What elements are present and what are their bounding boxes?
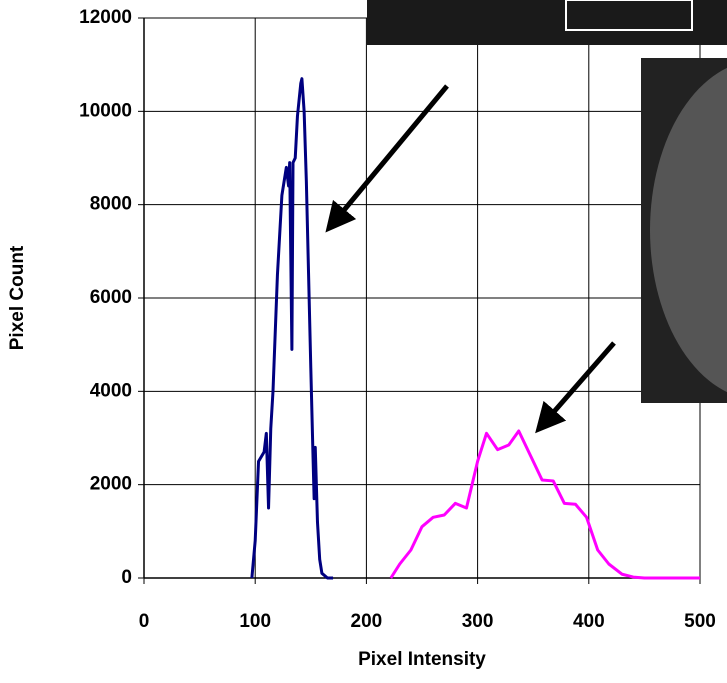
y-tick-label: 12000 — [79, 7, 132, 28]
series-line — [389, 429, 700, 580]
y-tick-label: 8000 — [90, 194, 132, 215]
arrow — [325, 84, 449, 233]
inset-image-disc — [650, 67, 727, 393]
x-axis-label: Pixel Intensity — [358, 649, 486, 670]
y-tick-label: 6000 — [90, 287, 132, 308]
arrow — [535, 341, 616, 434]
x-tick-label: 100 — [239, 611, 271, 632]
y-tick-label: 0 — [121, 567, 132, 588]
series-line — [250, 77, 334, 580]
y-axis-label: Pixel Count — [7, 245, 28, 350]
inset-image-top — [367, 0, 727, 45]
x-tick-label: 0 — [139, 611, 150, 632]
x-tick-label: 500 — [684, 611, 716, 632]
x-tick-label: 300 — [462, 611, 494, 632]
x-tick-label: 400 — [573, 611, 605, 632]
y-tick-label: 2000 — [90, 474, 132, 495]
y-tick-label: 10000 — [79, 100, 132, 121]
y-tick-label: 4000 — [90, 380, 132, 401]
roi-box — [565, 0, 693, 31]
x-tick-label: 200 — [351, 611, 383, 632]
